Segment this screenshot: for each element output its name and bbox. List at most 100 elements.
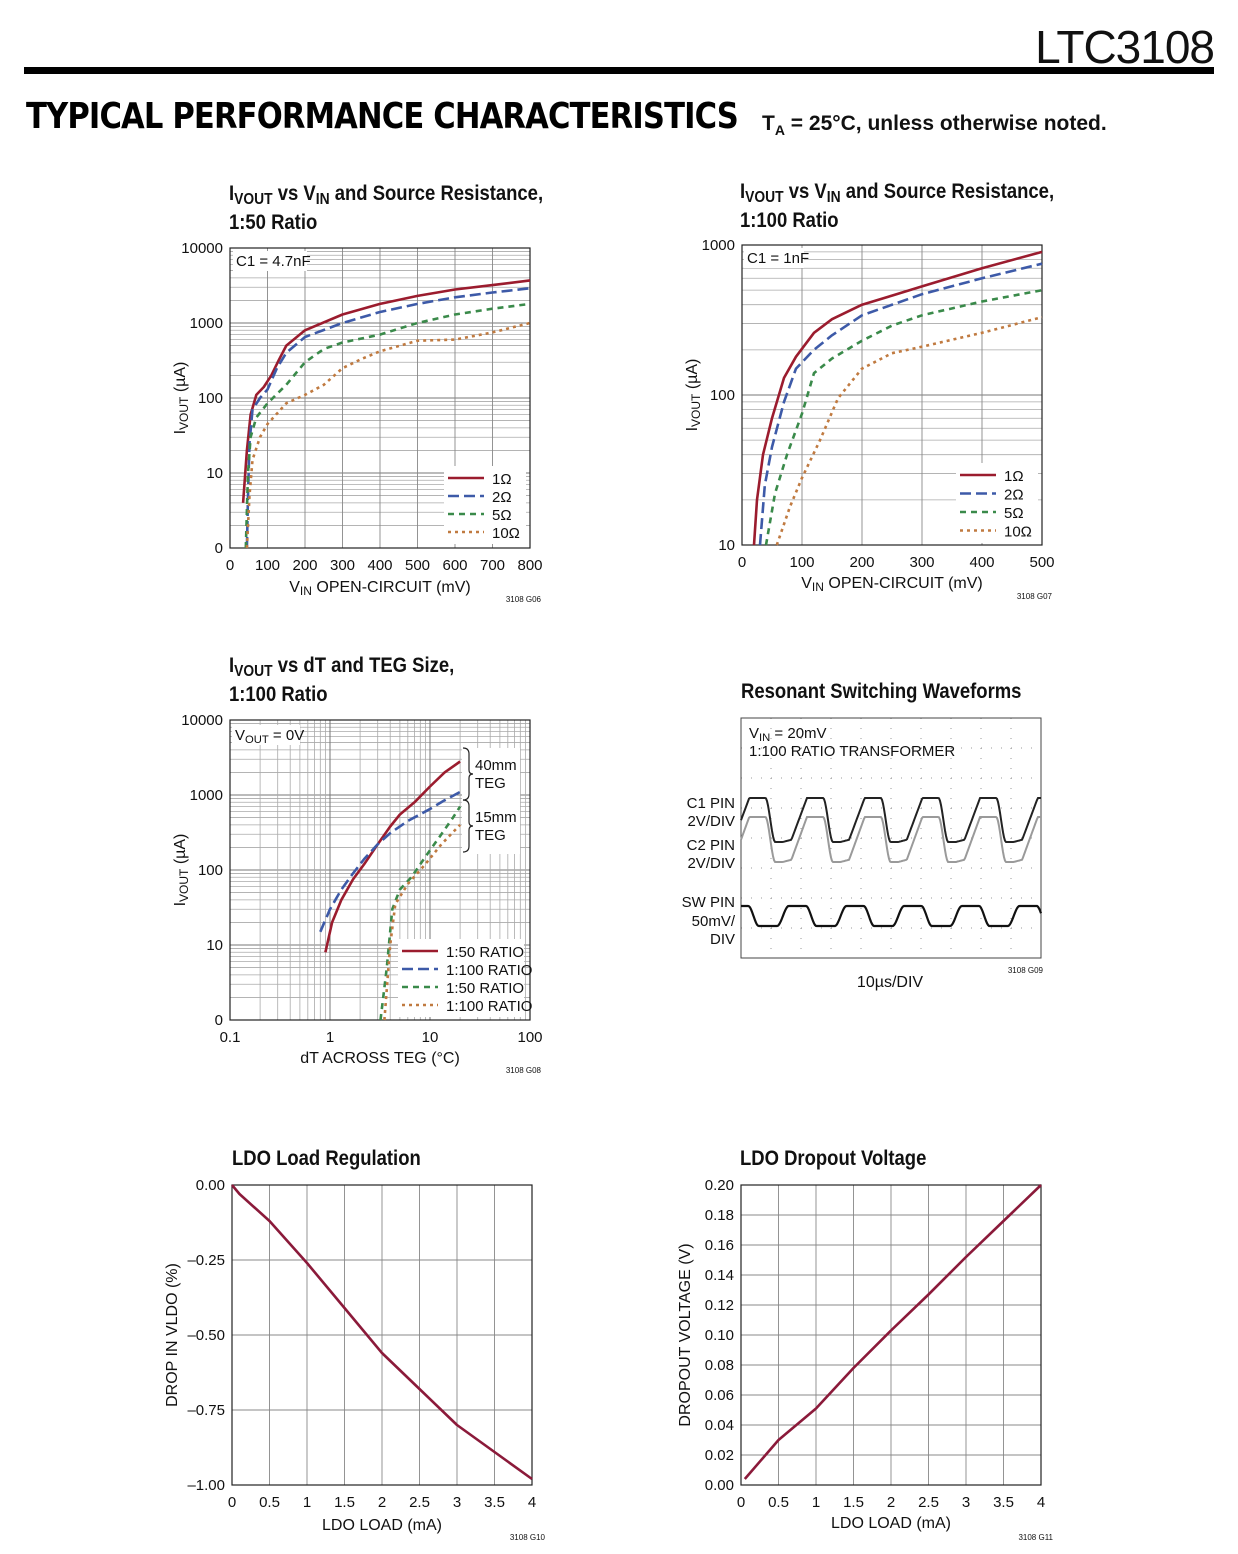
series-line-3 [775,315,1043,546]
plot-frame [229,247,531,549]
chart-annotation: C1 = 1nF [747,250,809,267]
x-tick-label: 200 [292,557,317,574]
series-line-0 [743,1184,1042,1480]
y-tick-label: 0 [215,1012,223,1029]
x-tick-label: 2 [887,1494,895,1511]
y-tick-label: 1000 [190,315,223,332]
chart-1: IVOUT vs VIN and Source Resistance,1:100… [684,180,1055,601]
x-tick-label: 0 [737,1494,745,1511]
chart-5: LDO Dropout Voltage 0 0.5 1 1.5 2 2.5 3 3.5 4 0.00… [677,1147,1054,1542]
y-axis-label-part: VOUT [689,393,703,427]
legend-label: 5Ω [1004,505,1024,522]
chart-title: IVOUT vs dT and TEG Size, [229,654,454,680]
legend-label: 2Ω [1004,487,1024,504]
y-axis-label-part: VOUT [177,396,191,430]
series-line-1 [758,262,1043,546]
y-tick-label: 0.10 [705,1327,734,1344]
x-tick-label: 600 [442,557,467,574]
y-tick-label: 0.00 [705,1477,734,1494]
x-tick-label: 4 [1037,1494,1045,1511]
x-tick-label: 0.1 [220,1029,241,1046]
y-tick-label: 100 [710,387,735,404]
figure-code: 3108 G10 [510,1533,546,1542]
y-tick-label: 0.06 [705,1387,734,1404]
series-line-3 [383,823,462,1021]
legend-label: 10Ω [1004,524,1032,541]
figure-code: 3108 G06 [506,595,542,604]
x-tick-label: 1 [326,1029,334,1046]
x-axis-label-part: IN [812,580,824,594]
x-tick-label: 2 [378,1494,386,1511]
x-tick-label: 500 [405,557,430,574]
y-axis-label: DROP IN VLDO (%) [164,1263,181,1407]
x-tick-label: 800 [517,557,542,574]
chart-title-part: IN [316,191,330,208]
x-axis-label: VIN OPEN-CIRCUIT (mV) [289,579,470,598]
y-tick-label: 0.02 [705,1447,734,1464]
series-line-0 [241,279,531,503]
x-tick-label: 700 [480,557,505,574]
figure-code: 3108 G07 [1017,592,1053,601]
chart-title: Resonant Switching Waveforms [741,680,1021,703]
y-tick-label: 100 [198,862,223,879]
legend-label: 1:100 RATIO [446,962,532,979]
x-axis-label: dT ACROSS TEG (°C) [300,1050,460,1067]
y-tick-label: 0.16 [705,1237,734,1254]
chart-annotation-part: = 0V [269,727,304,744]
conditions-sub: A [774,122,785,139]
x-axis-label: VIN OPEN-CIRCUIT (mV) [801,575,982,594]
section-title: TYPICAL PERFORMANCE CHARACTERISTICS [26,96,739,137]
y-axis-label-part: DROP IN VLDO (%) [164,1263,181,1407]
y-axis-label-part: DROPOUT VOLTAGE (V) [677,1243,694,1426]
chart-title-part: I [740,180,745,203]
x-tick-label: 2.5 [918,1494,939,1511]
chart-4: LDO Load Regulation 0 0.5 1 1.5 2 2.5 3 3.5 4 0.00… [164,1147,546,1542]
figure-code: 3108 G08 [506,1066,542,1075]
x-tick-label: 3.5 [484,1494,505,1511]
y-axis-label: IVOUT (µA) [172,362,191,435]
plot-frame [229,719,531,1021]
scope-annotation: 1:100 RATIO TRANSFORMER [749,743,955,760]
conditions-prefix: T [762,112,775,135]
y-tick-label: –0.25 [187,1252,225,1269]
chart-title-part: I [229,182,234,205]
series-line-0 [324,760,461,953]
chart-title-part: Resonant Switching Waveforms [741,680,1021,703]
chart-title: 1:50 Ratio [229,211,317,234]
x-tick-label: 200 [849,554,874,571]
series-line-2 [764,288,1043,546]
y-tick-label: –0.75 [187,1402,225,1419]
x-axis-label-part: 10µs/DIV [857,974,923,991]
x-tick-label: 300 [330,557,355,574]
bracket-label: TEG [475,775,506,792]
y-axis-label-part: (µA) [172,834,189,869]
x-tick-label: 0 [226,557,234,574]
chart-title-part: 1:100 Ratio [740,209,839,232]
y-tick-label: 0 [215,540,223,557]
chart-0: IVOUT vs VIN and Source Resistance,1:50 … [172,182,543,604]
y-tick-label: 1000 [190,787,223,804]
x-axis-label: 10µs/DIV [857,974,923,991]
legend-label: 1:100 RATIO [446,998,532,1015]
scope-annotation-part: = 20mV [770,725,826,742]
bracket-bg [462,748,520,854]
x-axis-label-part: dT ACROSS TEG (°C) [300,1050,460,1067]
chart-title-part: LDO Dropout Voltage [740,1147,926,1170]
legend-label: 5Ω [492,507,512,524]
chart-title-part: VOUT [745,189,783,206]
y-axis-label-part: I [172,430,189,434]
plot-frame [741,244,1043,546]
annotation-bg [233,251,307,271]
y-axis-label: IVOUT (µA) [684,359,703,432]
channel-label: 50mV/ [692,913,736,930]
channel-label: DIV [710,931,735,948]
chart-title-part: VOUT [234,663,272,680]
channel-label: C1 PIN [687,795,735,812]
figure-code: 3108 G09 [1008,966,1044,975]
y-axis-label-part: (µA) [684,359,701,394]
chart-title: LDO Load Regulation [232,1147,421,1170]
channel-label: 2V/DIV [687,813,735,830]
x-tick-label: 1.5 [334,1494,355,1511]
series-line-1 [245,287,531,549]
